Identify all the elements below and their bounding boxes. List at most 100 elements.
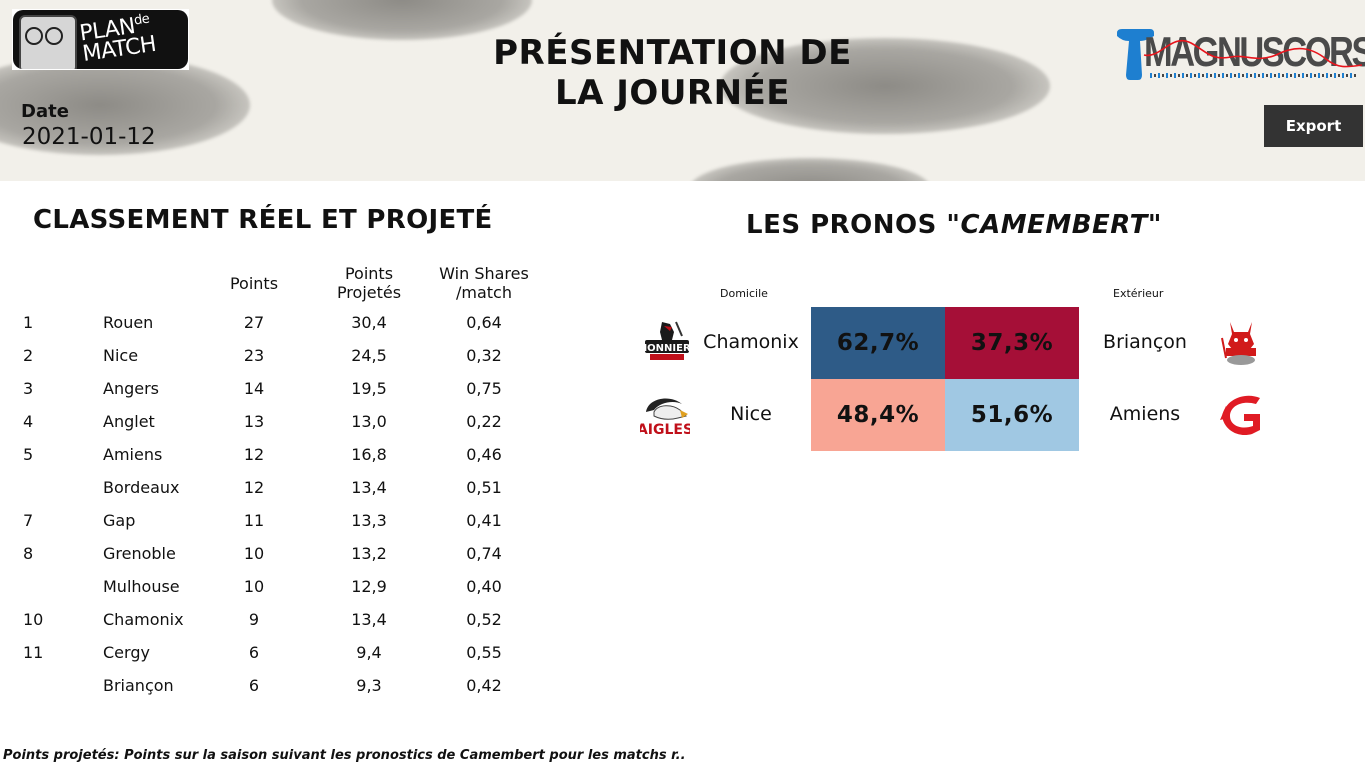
team-cell: Mulhouse <box>103 577 180 596</box>
title-part: LES PRONOS " <box>746 210 961 240</box>
away-win-probability: 37,3% <box>945 307 1079 379</box>
win-shares-cell: 0,74 <box>466 544 502 563</box>
column-header-win-shares[interactable]: Win Shares /match <box>434 264 534 302</box>
home-team-name: Nice <box>730 403 772 425</box>
points-cell: 6 <box>248 676 260 695</box>
win-shares-cell: 0,40 <box>466 577 502 596</box>
aigles-logo-icon: AIGLES <box>640 398 690 438</box>
team-cell: Rouen <box>103 313 154 332</box>
header-line: Points <box>344 264 394 283</box>
date-value[interactable]: 2021-01-12 <box>22 124 156 150</box>
win-shares-cell: 0,22 <box>466 412 502 431</box>
column-header-points[interactable]: Points <box>229 274 279 293</box>
team-cell: Chamonix <box>103 610 184 629</box>
home-win-probability: 62,7% <box>811 307 945 379</box>
rank-cell: 11 <box>23 643 44 662</box>
home-team-name: Chamonix <box>703 331 799 353</box>
title-part: " <box>1147 210 1162 240</box>
team-cell: Gap <box>103 511 136 530</box>
standings-rows: 1 Rouen 27 30,4 0,64 2 Nice 23 24,5 0,32 3 Angers… <box>0 256 560 695</box>
table-row: Briançon 6 9,3 0,42 <box>0 619 560 695</box>
background-puck <box>690 158 930 181</box>
team-cell: Cergy <box>103 643 150 662</box>
points-cell: 23 <box>243 346 265 365</box>
pionniers-logo-icon: PIONNIERS <box>642 321 692 360</box>
table-row: 7 Gap 11 13,3 0,41 <box>0 454 560 530</box>
table-row: Mulhouse 10 12,9 0,40 <box>0 520 560 596</box>
projected-cell: 16,8 <box>351 445 387 464</box>
win-shares-cell: 0,32 <box>466 346 502 365</box>
table-header: Points Points Projetés Win Shares /match <box>0 263 560 313</box>
win-shares-cell: 0,64 <box>466 313 502 332</box>
points-cell: 11 <box>243 511 265 530</box>
rank-cell: 1 <box>23 313 34 332</box>
points-cell: 9 <box>248 610 260 629</box>
date-label: Date <box>21 101 69 122</box>
projected-cell: 9,4 <box>356 643 382 662</box>
svg-text:PIONNIERS: PIONNIERS <box>642 343 692 354</box>
points-cell: 12 <box>243 478 265 497</box>
logo-text: de <box>133 11 151 29</box>
footnote: Points projetés: Points sur la saison su… <box>3 748 686 763</box>
win-shares-cell: 0,75 <box>466 379 502 398</box>
wave-line-icon <box>1143 40 1362 68</box>
table-row: 2 Nice 23 24,5 0,32 <box>0 289 560 365</box>
background-puck <box>720 38 1050 134</box>
export-button[interactable]: Export <box>1264 105 1363 147</box>
win-shares-cell: 0,52 <box>466 610 502 629</box>
projected-cell: 13,2 <box>351 544 387 563</box>
page-title-line: LA JOURNÉE <box>554 73 791 113</box>
points-cell: 13 <box>243 412 265 431</box>
projected-cell: 13,4 <box>351 478 387 497</box>
rank-cell: 4 <box>23 412 34 431</box>
points-cell: 12 <box>243 445 265 464</box>
projected-cell: 30,4 <box>351 313 387 332</box>
points-cell: 6 <box>248 643 260 662</box>
rank-cell: 2 <box>23 346 34 365</box>
projected-cell: 12,9 <box>351 577 387 596</box>
gothiques-logo-icon <box>1220 395 1260 436</box>
table-row: 3 Angers 14 19,5 0,75 <box>0 322 560 398</box>
diables-rouges-logo-icon <box>1221 322 1256 365</box>
points-cell: 10 <box>243 544 265 563</box>
pronos-title: LES PRONOS "CAMEMBERT" <box>746 210 1162 240</box>
plan-de-match-logo: PLANde MATCH <box>12 9 189 70</box>
win-shares-cell: 0,51 <box>466 478 502 497</box>
svg-text:AIGLES: AIGLES <box>640 422 690 438</box>
header-line: Projetés <box>336 283 402 302</box>
rank-cell: 10 <box>23 610 44 629</box>
rank-cell: 3 <box>23 379 34 398</box>
table-row: 4 Anglet 13 13,0 0,22 <box>0 355 560 431</box>
away-win-probability: 51,6% <box>945 379 1079 451</box>
team-cell: Briançon <box>103 676 174 695</box>
rink-icon <box>19 14 77 69</box>
projected-cell: 9,3 <box>356 676 382 695</box>
match-row: AIGLES Nice 48,4% 51,6% Amiens <box>638 379 1278 451</box>
hammer-icon <box>1117 29 1356 80</box>
column-header-projected[interactable]: Points Projetés <box>329 264 409 302</box>
points-cell: 10 <box>243 577 265 596</box>
team-cell: Bordeaux <box>103 478 180 497</box>
logo-text: MAGNUSCORSI <box>1144 28 1365 75</box>
match-row: PIONNIERS Chamonix 62,7% 37,3% Briançon <box>638 307 1278 379</box>
team-cell: Angers <box>103 379 159 398</box>
standings-table: Points Points Projetés Win Shares /match <box>0 263 560 313</box>
table-row: 5 Amiens 12 16,8 0,46 <box>0 388 560 464</box>
points-cell: 14 <box>243 379 265 398</box>
header-line: /match <box>456 283 512 302</box>
header-banner: PLANde MATCH Date 2021-01-12 PRÉSENTATIO… <box>0 0 1365 181</box>
table-row: 10 Chamonix 9 13,4 0,52 <box>0 553 560 629</box>
win-shares-cell: 0,42 <box>466 676 502 695</box>
projected-cell: 13,3 <box>351 511 387 530</box>
table-row: 8 Grenoble 10 13,2 0,74 <box>0 487 560 563</box>
team-cell: Nice <box>103 346 139 365</box>
win-shares-cell: 0,46 <box>466 445 502 464</box>
page-title-line: PRÉSENTATION DE <box>493 33 852 73</box>
magnuscorsi-logo: MAGNUSCORSI <box>1116 28 1365 83</box>
standings-title: CLASSEMENT RÉEL ET PROJETÉ <box>33 205 493 235</box>
away-column-label: Extérieur <box>1113 287 1164 300</box>
rank-cell: 8 <box>23 544 34 563</box>
page-title: PRÉSENTATION DE LA JOURNÉE <box>440 33 905 113</box>
away-team-name: Briançon <box>1103 331 1187 353</box>
projected-cell: 13,4 <box>351 610 387 629</box>
